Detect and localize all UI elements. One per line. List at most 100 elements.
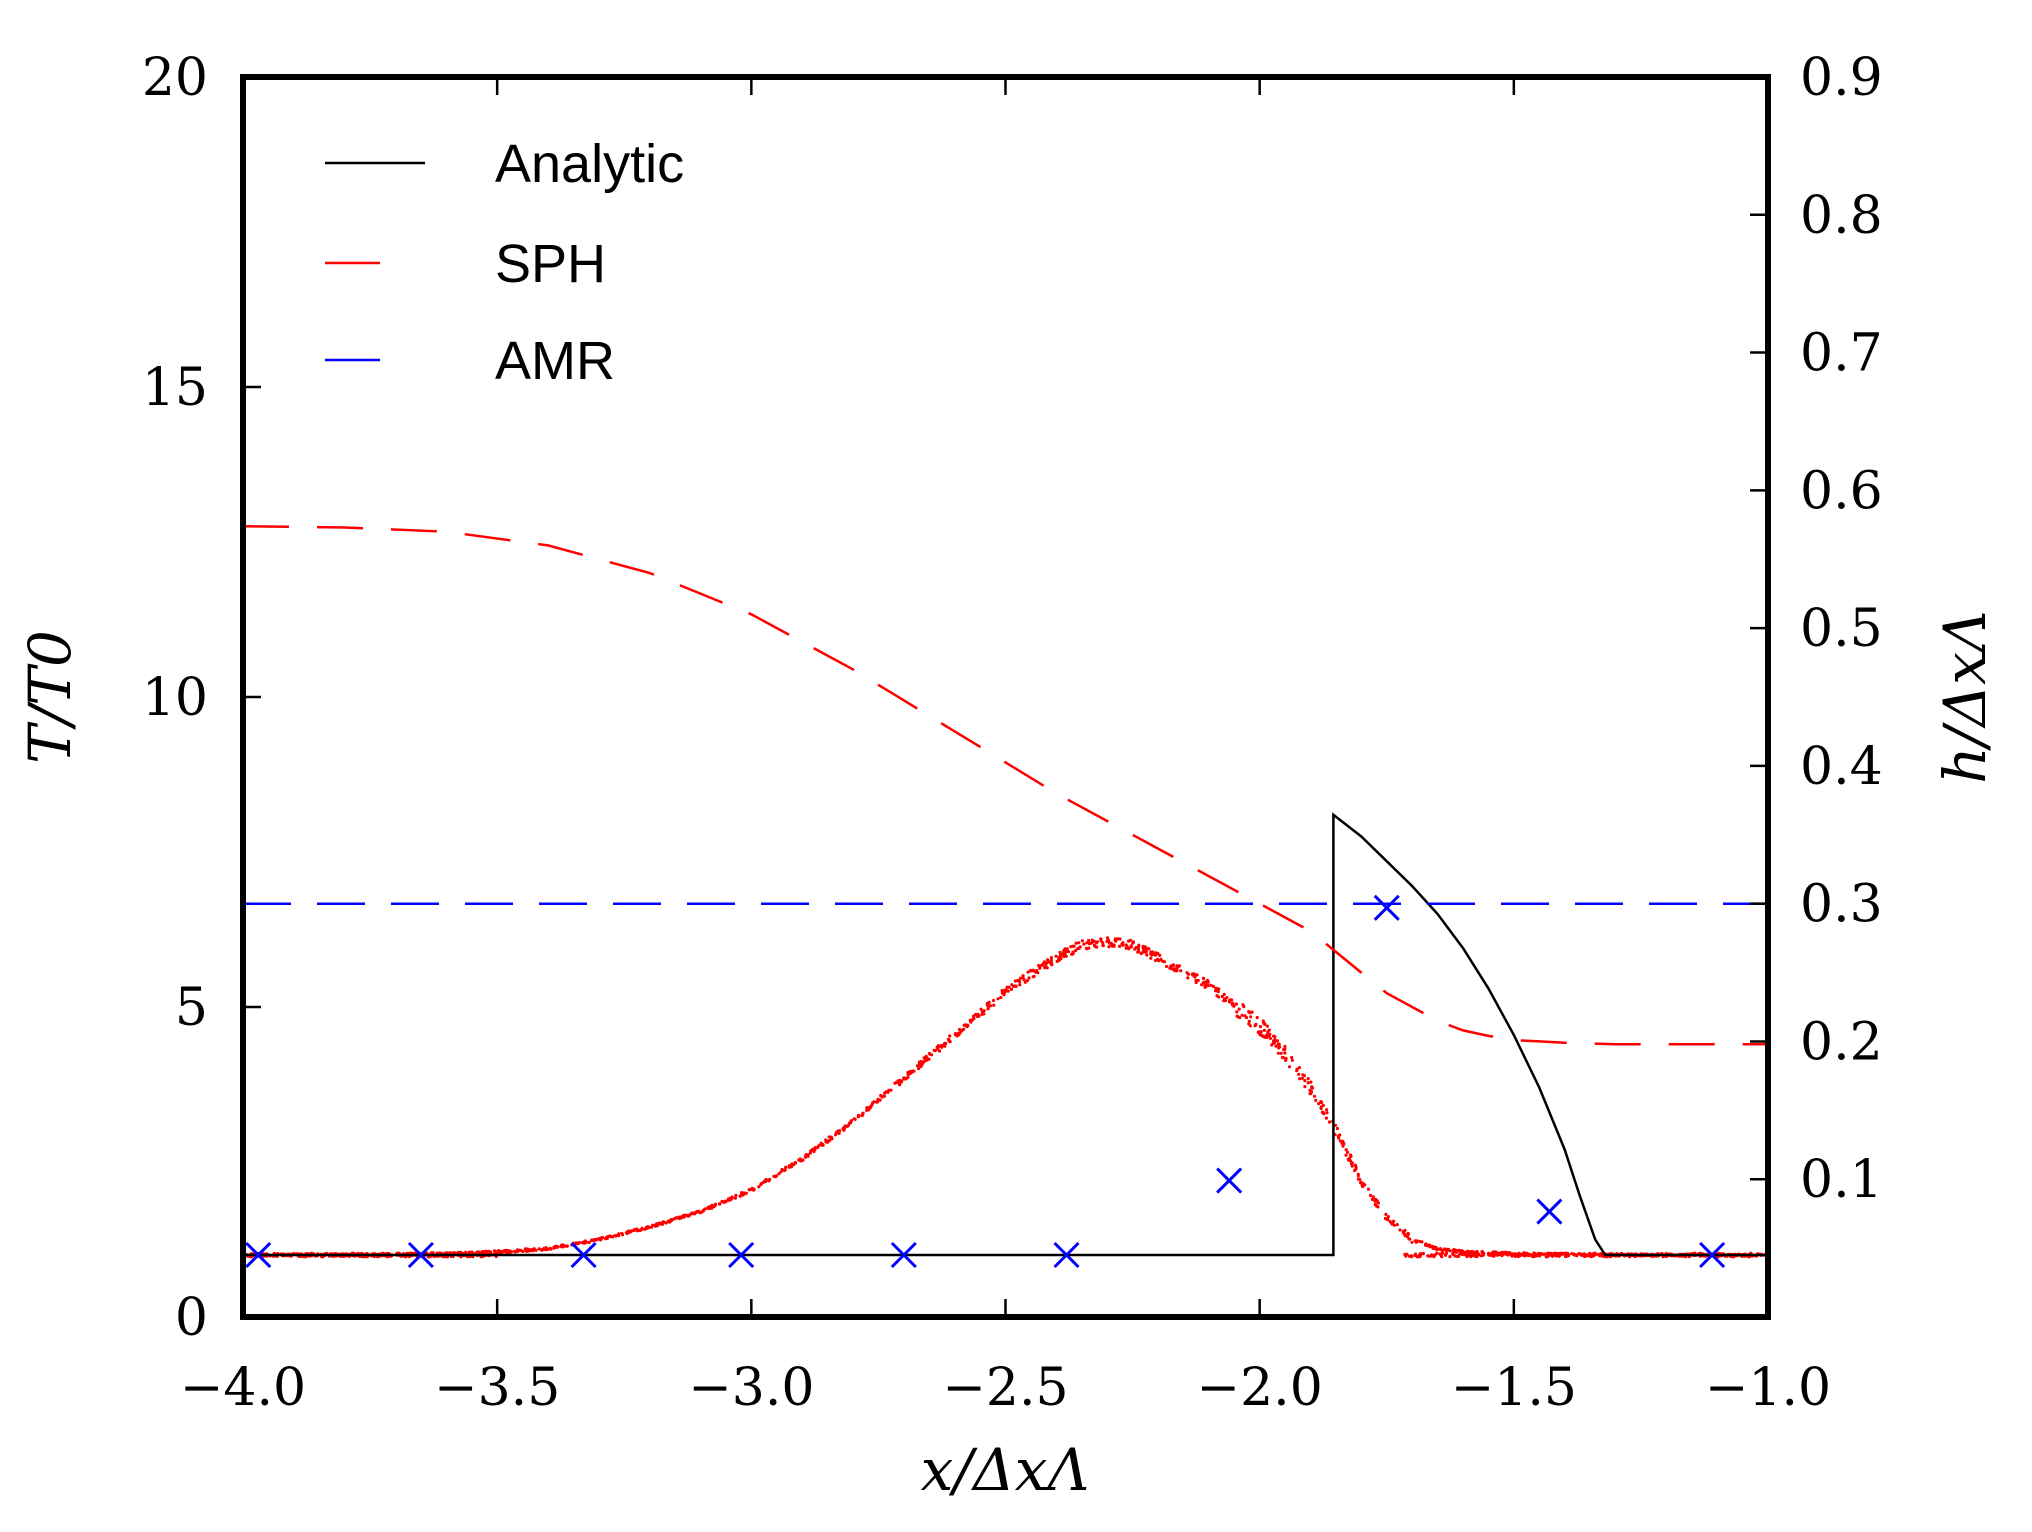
sph-particle xyxy=(1473,1252,1478,1256)
sph-particle xyxy=(1154,951,1158,955)
sph-particle xyxy=(1263,1022,1267,1026)
sph-particle xyxy=(1308,1092,1312,1096)
sph-particle xyxy=(1222,992,1226,997)
sph-particle xyxy=(1274,1044,1278,1048)
sph-particle xyxy=(774,1174,779,1178)
sph-particle xyxy=(1585,1253,1589,1257)
sph-particle xyxy=(1250,1010,1254,1014)
sph-particle xyxy=(849,1121,853,1125)
sph-particle xyxy=(1275,1039,1280,1043)
sph-particle xyxy=(1454,1250,1458,1254)
sph-particle xyxy=(1261,1019,1265,1023)
sph-particle xyxy=(899,1080,904,1084)
sph-particle xyxy=(1018,976,1023,980)
sph-particle xyxy=(957,1027,962,1032)
sph-particle xyxy=(860,1114,864,1118)
sph-particle xyxy=(1002,993,1006,997)
sph-particle xyxy=(1268,1036,1272,1040)
amr-cell-marker xyxy=(1536,1198,1563,1225)
sph-particle xyxy=(1194,978,1198,982)
sph-line xyxy=(243,524,1768,1046)
sph-particle xyxy=(1373,1199,1377,1203)
sph-particle xyxy=(1087,942,1091,946)
sph-particle xyxy=(940,1043,944,1047)
sph-particle xyxy=(1457,1249,1461,1253)
left-axis-label: T/T0 xyxy=(16,630,84,764)
sph-particle xyxy=(1481,1253,1485,1257)
sph-particle xyxy=(1443,1248,1447,1252)
sph-particle xyxy=(1303,1079,1307,1083)
sph-particle xyxy=(999,995,1003,1000)
sph-particle xyxy=(1026,970,1030,974)
sph-particle xyxy=(837,1129,841,1133)
sph-particle xyxy=(943,1041,947,1045)
sph-particle xyxy=(1278,1045,1282,1049)
sph-particle xyxy=(1284,1056,1288,1061)
sph-particle xyxy=(664,1221,668,1225)
sph-particle xyxy=(606,1235,610,1239)
sph-particle xyxy=(1139,952,1143,956)
sph-particle xyxy=(1325,1108,1329,1112)
sph-particle xyxy=(1099,939,1103,943)
sph-particle xyxy=(988,1004,993,1008)
sph-particle xyxy=(1107,941,1112,945)
sph-particle xyxy=(1407,1237,1411,1241)
sph-particle xyxy=(1407,1254,1412,1258)
sph-particle xyxy=(596,1237,600,1241)
sph-particle xyxy=(906,1072,910,1076)
sph-particle xyxy=(1276,1051,1280,1055)
x-tick-label: −2.0 xyxy=(1197,1358,1323,1418)
sph-particle xyxy=(843,1124,847,1128)
sph-particle xyxy=(1403,1252,1407,1256)
sph-particle xyxy=(1438,1252,1442,1256)
sph-particle xyxy=(1549,1251,1553,1255)
sph-particle xyxy=(1220,994,1224,999)
sph-particle xyxy=(1215,994,1219,998)
sph-particle xyxy=(956,1033,960,1037)
amr-marker-stroke xyxy=(1699,1241,1726,1269)
sph-particle xyxy=(730,1197,734,1201)
sph-particle xyxy=(1129,945,1133,949)
plot-frame xyxy=(240,74,1771,1320)
sph-particle xyxy=(1503,1251,1507,1255)
sph-particle xyxy=(1064,954,1068,958)
amr-marker-stroke xyxy=(245,1241,272,1269)
sph-particle xyxy=(1061,953,1065,957)
sph-particle xyxy=(1268,1032,1272,1036)
sph-particle xyxy=(537,1247,541,1251)
x-axis-label: x/ΔxΛ xyxy=(921,1436,1090,1504)
sph-particle xyxy=(609,1234,613,1239)
sph-particle xyxy=(1392,1223,1396,1227)
sph-particle xyxy=(620,1231,624,1235)
sph-particle xyxy=(1350,1164,1354,1168)
y-left-tick-label: 5 xyxy=(175,978,208,1038)
sph-particle xyxy=(904,1076,909,1080)
sph-particle xyxy=(1369,1193,1373,1197)
sph-particle xyxy=(1395,1223,1399,1227)
sph-particle xyxy=(1432,1254,1436,1258)
sph-particle xyxy=(1186,976,1190,980)
sph-particle xyxy=(625,1230,630,1234)
amr-cell-marker xyxy=(1053,1241,1080,1269)
sph-particle xyxy=(1366,1187,1371,1191)
sph-particle xyxy=(1105,936,1110,940)
sph-particle xyxy=(977,1014,981,1018)
sph-particle xyxy=(1077,941,1081,945)
sph-particle xyxy=(1087,938,1091,943)
sph-particle xyxy=(1564,1254,1568,1259)
sph-particle xyxy=(784,1165,788,1169)
sph-particle xyxy=(1054,954,1058,958)
sph-particle xyxy=(782,1168,787,1173)
y-right-tick-label: 0.4 xyxy=(1800,737,1883,797)
y-left-tick-label: 10 xyxy=(142,668,208,728)
sph-particle xyxy=(1247,1010,1251,1014)
sph-particle xyxy=(797,1158,801,1162)
sph-particle xyxy=(1168,966,1172,970)
sph-particle xyxy=(1327,1120,1332,1124)
sph-particle xyxy=(505,1249,509,1253)
x-tick-label: −3.0 xyxy=(688,1358,814,1418)
sph-particle xyxy=(1196,978,1200,983)
sph-particle xyxy=(661,1220,665,1224)
sph-particle xyxy=(744,1191,748,1195)
